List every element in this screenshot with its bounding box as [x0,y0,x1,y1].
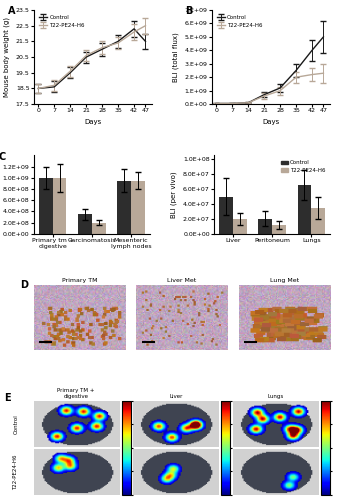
Bar [219,196,233,234]
Y-axis label: BLI (per vivo): BLI (per vivo) [171,172,177,218]
Bar [92,222,105,234]
Bar [131,180,145,234]
X-axis label: Days: Days [84,119,102,125]
Title: Liver: Liver [169,394,183,399]
Title: Liver Met: Liver Met [167,278,196,283]
Legend: Control, T22-PE24-H6: Control, T22-PE24-H6 [36,13,87,30]
Text: C: C [0,152,6,162]
Text: A: A [8,6,15,16]
Bar [78,214,92,234]
Bar [272,225,286,234]
Bar [298,186,311,234]
Title: Lungs: Lungs [268,394,284,399]
Title: Lung Met: Lung Met [270,278,299,283]
Bar [39,178,53,234]
Text: Control: Control [13,414,19,434]
Y-axis label: BLI (total flux): BLI (total flux) [173,32,179,82]
Legend: Control, T22-PE24-H6: Control, T22-PE24-H6 [214,13,265,30]
Legend: Control, T22-PE24-H6: Control, T22-PE24-H6 [279,158,328,176]
Bar [53,178,66,234]
X-axis label: Days: Days [262,119,280,125]
Y-axis label: Mouse body weight (g): Mouse body weight (g) [4,17,10,97]
Text: T22-PE24-H6: T22-PE24-H6 [13,454,19,490]
Bar [233,219,247,234]
Title: Primary TM +
digestive: Primary TM + digestive [58,388,95,399]
Text: E: E [4,392,10,402]
Bar [258,219,272,234]
Text: D: D [20,280,28,290]
Bar [311,208,325,234]
Text: B: B [186,6,193,16]
Bar [117,180,131,234]
Title: Primary TM: Primary TM [62,278,97,283]
